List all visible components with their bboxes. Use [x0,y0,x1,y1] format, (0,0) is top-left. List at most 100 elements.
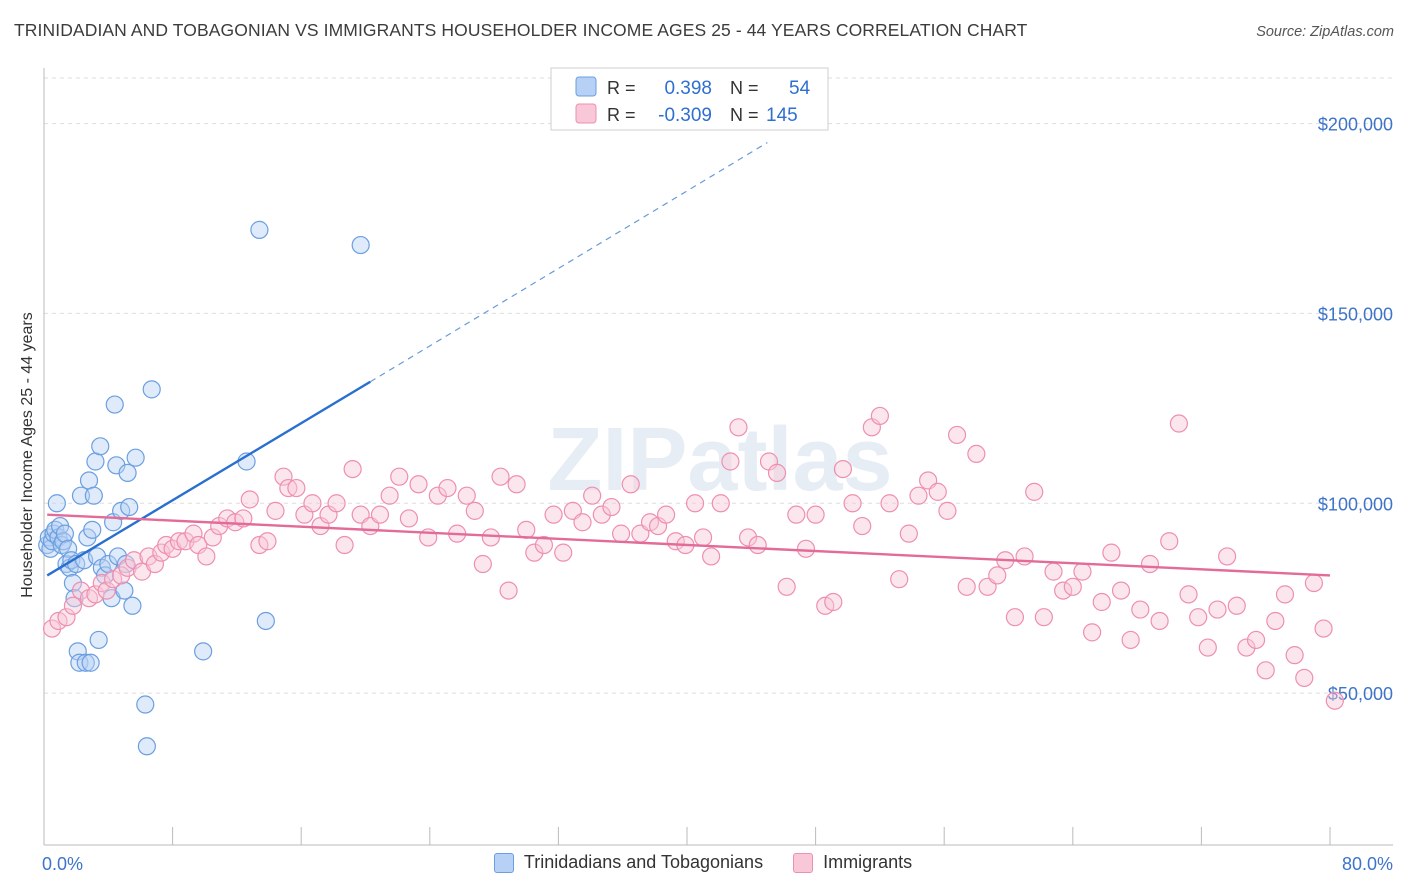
point-immigrants [833,459,853,479]
stats-swatch-immigrants [575,103,597,124]
point-immigrants [240,490,259,509]
point-immigrants [729,418,748,437]
point-immigrants [890,570,909,589]
point-immigrants [621,475,640,494]
point-immigrants [327,494,346,513]
point-immigrants [274,467,293,486]
point-immigrants [967,444,986,464]
point-immigrants [1295,668,1314,688]
point-immigrants [438,478,457,498]
point-immigrants [525,543,544,562]
y-tick-label: $100,000 [1318,494,1393,514]
point-immigrants [1102,543,1121,562]
point-trinidadians [84,486,103,505]
point-immigrants [853,516,872,536]
point-immigrants [335,535,354,555]
point-immigrants [1121,630,1140,650]
point-trinidadians [91,437,110,456]
stats-n-label-1: N = [730,78,759,98]
point-immigrants [657,505,676,524]
point-immigrants [457,486,476,505]
point-trinidadians [120,497,139,517]
point-immigrants [303,494,322,513]
point-trinidadians [137,737,156,756]
point-immigrants [957,577,976,596]
point-immigrants [473,554,492,574]
point-immigrants [1140,554,1160,574]
y-tick-label: $150,000 [1318,304,1393,324]
legend: Trinidadians and Tobagonians Immigrants [0,852,1406,873]
point-immigrants [1179,585,1198,604]
point-trinidadians [351,235,370,255]
point-immigrants [203,528,222,547]
point-immigrants [1150,611,1169,631]
point-immigrants [370,505,390,524]
point-immigrants [1082,623,1102,642]
x-tick-label: 80.0% [1342,854,1393,874]
trend-lines [46,142,1331,577]
point-trinidadians [81,653,100,672]
point-trinidadians [126,448,145,467]
point-immigrants [428,486,447,505]
point-immigrants [1063,577,1082,596]
point-immigrants [399,509,419,528]
point-immigrants [899,524,918,543]
point-trinidadians [142,380,161,399]
point-immigrants [380,486,399,505]
point-immigrants [491,467,510,486]
point-immigrants [42,619,62,638]
point-trinidadians [118,463,137,482]
point-immigrants [465,501,484,520]
y-tick-label: $200,000 [1318,115,1393,135]
point-immigrants [169,532,189,551]
legend-label-trinidadians: Trinidadians and Tobagonians [523,852,764,872]
point-trinidadians [79,471,99,490]
point-immigrants [721,452,740,471]
point-immigrants [409,475,428,494]
point-trinidadians [71,486,91,505]
stats-box: R = 0.398 N = 54 R = -0.309 N = 145 [550,67,829,131]
y-tick-label: $50,000 [1328,684,1393,704]
point-trinidadians [65,589,84,608]
point-trinidadians [136,695,155,714]
point-immigrants [1169,414,1188,433]
point-immigrants [287,478,306,498]
point-trinidadians [86,452,105,471]
point-immigrants [1131,600,1150,619]
point-immigrants [57,608,76,627]
point-immigrants [517,520,536,539]
point-immigrants [711,494,730,513]
point-immigrants [1111,581,1131,600]
point-trinidadians [76,653,95,672]
trend-line-trinidadians-extension [370,142,768,383]
point-immigrants [1073,562,1092,581]
point-immigrants [1275,585,1295,604]
point-immigrants [1266,611,1285,631]
point-immigrants [97,581,116,600]
point-immigrants [909,486,928,505]
point-trinidadians [83,520,102,539]
point-immigrants [796,539,816,558]
point-immigrants [1256,661,1275,680]
point-immigrants [787,505,806,524]
point-immigrants [481,528,500,547]
point-trinidadians [55,524,74,543]
trend-line-trinidadians [46,380,371,577]
trend-line-immigrants [47,513,1331,577]
point-immigrants [534,535,554,555]
point-immigrants [1237,638,1256,657]
point-trinidadians [256,611,275,631]
stats-n-value-2: 145 [766,105,798,126]
watermark: ZIPatlas [547,410,892,510]
source-label: Source: ZipAtlas.com [1256,24,1394,40]
point-immigrants [1044,562,1063,581]
point-immigrants [880,494,899,513]
point-immigrants [685,494,705,513]
point-immigrants [499,581,518,600]
point-immigrants [592,505,611,524]
legend-item-immigrants: Immigrants [793,852,912,873]
point-immigrants [554,543,573,562]
point-trinidadians [250,220,269,239]
point-trinidadians [194,642,213,661]
